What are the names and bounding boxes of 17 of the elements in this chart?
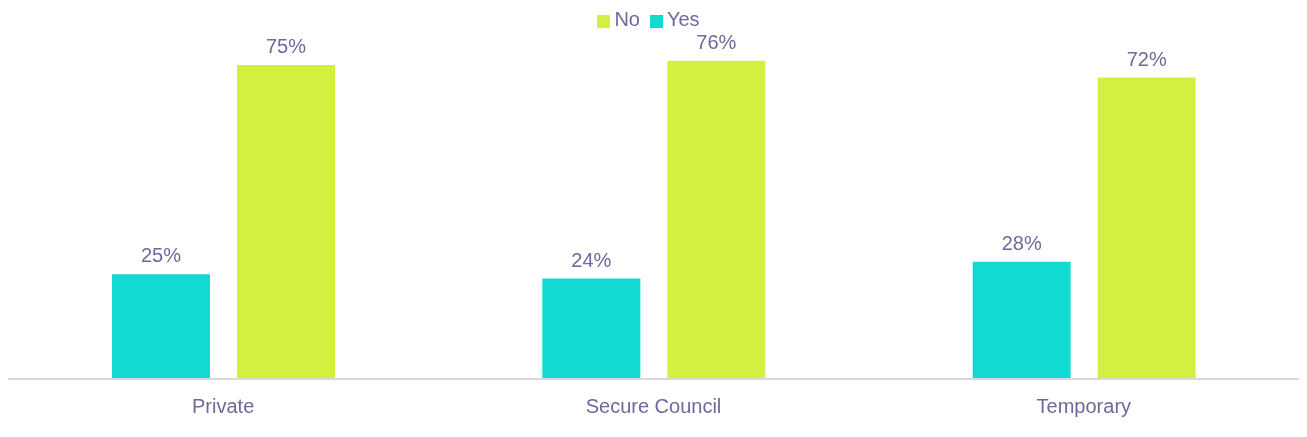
data-label: 76% <box>696 30 737 53</box>
data-label: 28% <box>1001 231 1042 254</box>
bar <box>1097 77 1196 379</box>
bar <box>972 261 1071 379</box>
data-label: 75% <box>265 34 307 57</box>
x-tick-label: Secure Council <box>585 395 722 418</box>
bar <box>542 278 641 379</box>
x-tick-label: Temporary <box>1036 395 1132 418</box>
legend-label: No <box>614 8 640 30</box>
bar <box>112 274 210 379</box>
legend-label: Yes <box>666 8 700 30</box>
bar <box>237 64 335 379</box>
data-label: 25% <box>140 244 182 267</box>
data-label: 72% <box>1126 47 1167 70</box>
bar <box>667 60 766 379</box>
x-tick-label: Private <box>192 395 255 418</box>
data-label: 24% <box>571 248 612 271</box>
